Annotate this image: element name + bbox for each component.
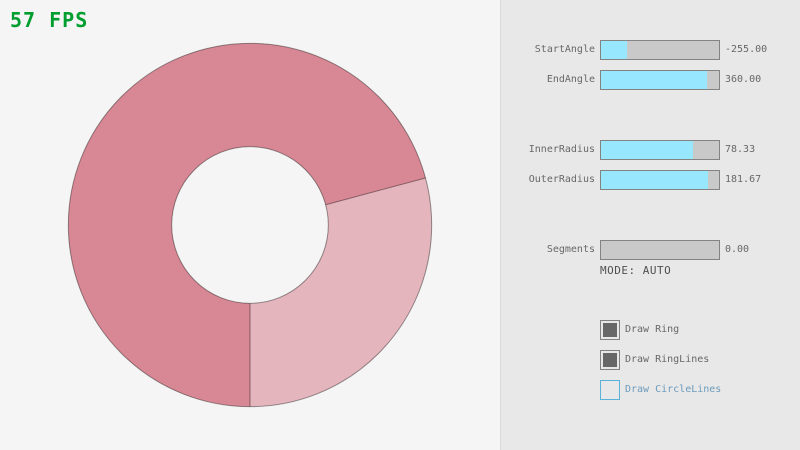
draw-ring-label: Draw Ring [625, 324, 680, 335]
ring-start-angle-line [325, 177, 426, 206]
slider-fill [601, 171, 708, 189]
end-angle-row: EndAngle 360.00 [501, 70, 800, 90]
draw-ring-checkbox[interactable] [600, 320, 620, 340]
start-angle-row: StartAngle -255.00 [501, 40, 800, 60]
slider-fill [601, 141, 693, 159]
inner-radius-label: InnerRadius [528, 144, 595, 155]
ring-overlap-shape [68, 43, 426, 407]
start-angle-slider[interactable] [600, 40, 720, 60]
ring-outer-line [67, 42, 433, 408]
draw-circlelines-row: Draw CircleLines [501, 380, 800, 400]
mode-text: MODE: AUTO [600, 264, 672, 277]
draw-ringlines-checkbox[interactable] [600, 350, 620, 370]
draw-circlelines-label: Draw CircleLines [625, 384, 722, 395]
outer-radius-value: 181.67 [725, 174, 762, 185]
start-angle-value: -255.00 [725, 44, 768, 55]
segments-label: Segments [546, 244, 595, 255]
end-angle-slider[interactable] [600, 70, 720, 90]
segments-slider[interactable] [600, 240, 720, 260]
outer-radius-row: OuterRadius 181.67 [501, 170, 800, 190]
ring-shape [68, 43, 432, 407]
inner-radius-value: 78.33 [725, 144, 756, 155]
fps-counter: 57 FPS [10, 8, 89, 32]
end-angle-label: EndAngle [546, 74, 595, 85]
outer-radius-slider[interactable] [600, 170, 720, 190]
control-panel: StartAngle -255.00 EndAngle 360.00 Inner… [500, 0, 800, 450]
check-mark [603, 353, 617, 367]
draw-ringlines-label: Draw RingLines [625, 354, 710, 365]
slider-fill [601, 41, 627, 59]
start-angle-label: StartAngle [534, 44, 595, 55]
end-angle-value: 360.00 [725, 74, 762, 85]
ring-inner-line [171, 146, 329, 304]
segments-row: Segments 0.00 [501, 240, 800, 260]
check-mark [603, 323, 617, 337]
outer-radius-label: OuterRadius [528, 174, 595, 185]
inner-radius-slider[interactable] [600, 140, 720, 160]
draw-ringlines-row: Draw RingLines [501, 350, 800, 370]
slider-fill [601, 71, 707, 89]
segments-value: 0.00 [725, 244, 750, 255]
draw-ring-row: Draw Ring [501, 320, 800, 340]
draw-circlelines-checkbox[interactable] [600, 380, 620, 400]
inner-radius-row: InnerRadius 78.33 [501, 140, 800, 160]
